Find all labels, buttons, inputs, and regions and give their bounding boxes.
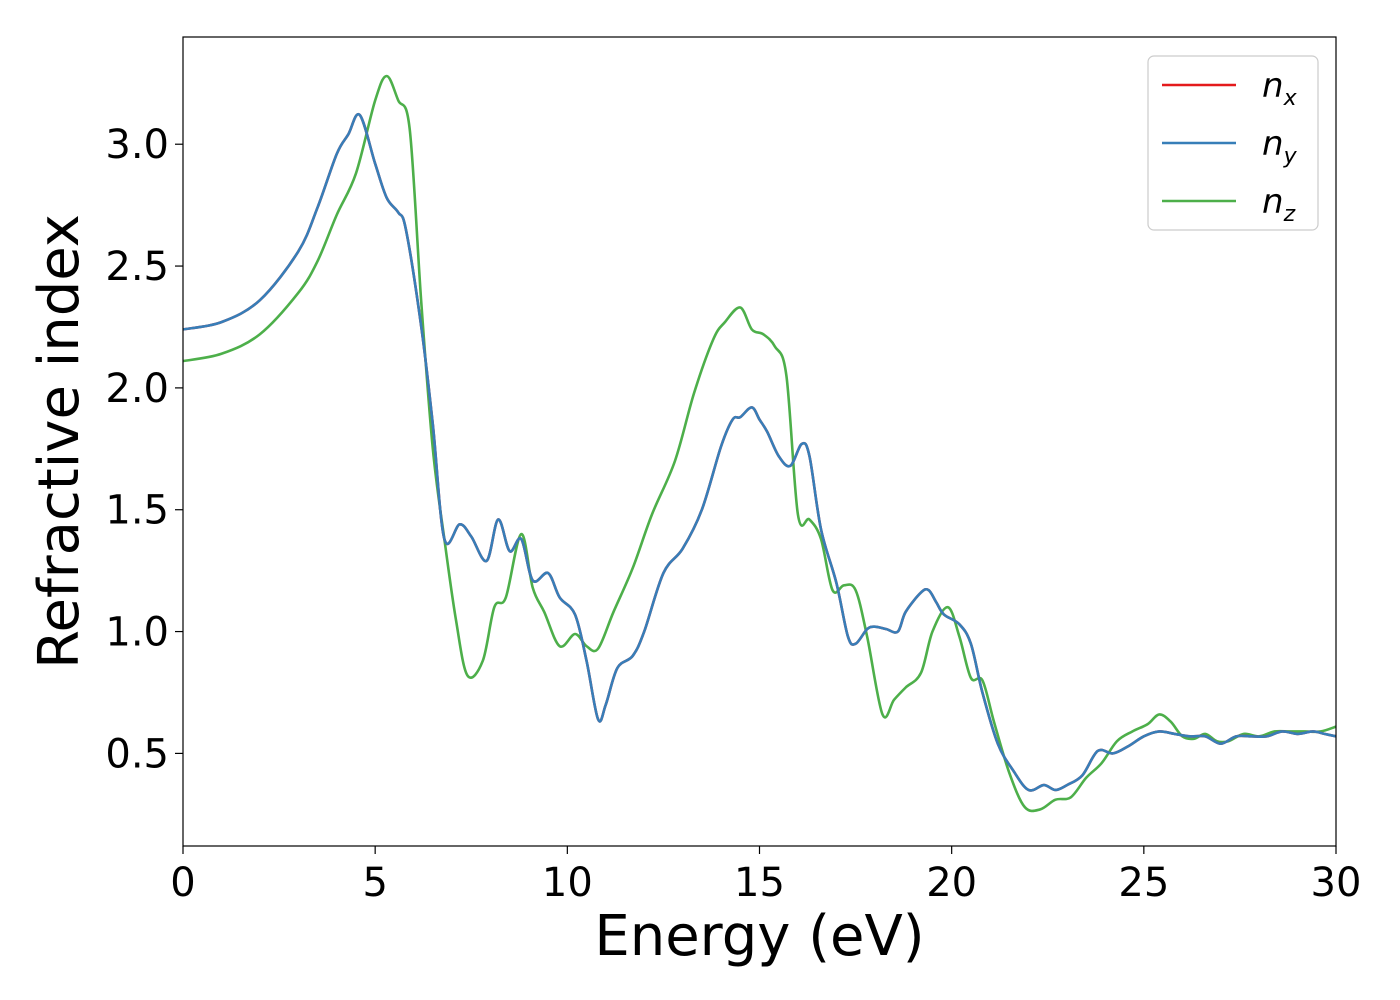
x-tick-label: 25: [1118, 860, 1169, 906]
legend-label-n_x: nx: [1262, 66, 1298, 111]
y-axis-title: Refractive index: [27, 214, 92, 669]
y-axis: 0.5 1.0 1.5 2.0 2.5 3.0: [105, 122, 183, 777]
series-line-n_z: [183, 74, 1336, 813]
legend-label-n_z: nz: [1262, 182, 1296, 227]
y-tick-label: 2.5: [105, 244, 169, 290]
series-line-n_y: [183, 112, 1336, 792]
legend: nx ny nz: [1147, 55, 1319, 231]
x-axis: 0 5 10 15 20 25 30: [170, 846, 1361, 906]
x-tick-label: 5: [362, 860, 387, 906]
y-tick-label: 1.5: [105, 488, 169, 534]
x-tick-label: 30: [1311, 860, 1362, 906]
y-tick-label: 0.5: [105, 731, 169, 777]
y-tick-label: 3.0: [105, 122, 169, 168]
x-axis-title: Energy (eV): [594, 904, 924, 969]
y-tick-label: 2.0: [105, 366, 169, 412]
x-tick-label: 15: [734, 860, 785, 906]
x-tick-label: 10: [542, 860, 593, 906]
y-tick-label: 1.0: [105, 610, 169, 656]
x-tick-label: 0: [170, 860, 195, 906]
plot-area: [183, 74, 1336, 813]
x-tick-label: 20: [926, 860, 977, 906]
legend-label-n_y: ny: [1262, 124, 1298, 169]
